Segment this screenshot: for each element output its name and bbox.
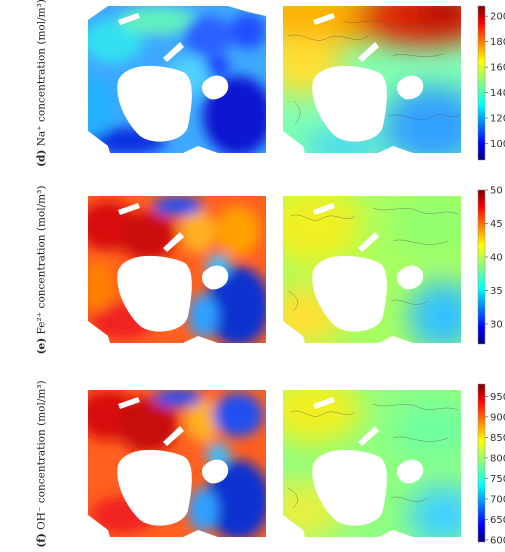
colorbar-f-ticks: 600 650 700 750 800 850 900 950 <box>485 392 505 546</box>
panel-d-right <box>283 6 461 153</box>
panel-e-right <box>283 196 461 343</box>
colorbar-tick-label: 2000 <box>490 12 505 23</box>
colorbar-tick-label: 850 <box>490 433 505 444</box>
colorbar-d: 1000 1200 1400 1600 1800 2000 <box>477 5 505 161</box>
colorbar-tick-label: 1800 <box>490 37 505 48</box>
colorbar-tick-label: 800 <box>490 453 505 464</box>
colorbar-f: 600 650 700 750 800 850 900 950 <box>477 383 505 546</box>
colorbar-tick-label: 700 <box>490 494 505 505</box>
panel-d-left <box>88 6 266 153</box>
colorbar-tick-label: 600 <box>490 535 505 546</box>
colorbar-tick-label: 1200 <box>490 114 505 125</box>
colorbar-tick-label: 30 <box>490 319 503 330</box>
colorbar-tick-label: 45 <box>490 219 503 230</box>
colorbar-tick-label: 40 <box>490 252 503 263</box>
colorbar-e: 30 35 40 45 50 <box>477 186 503 345</box>
panel-f-right <box>283 390 461 537</box>
colorbar-d-ticks: 1000 1200 1400 1600 1800 2000 <box>485 12 505 150</box>
colorbar-tick-label: 50 <box>490 186 503 197</box>
colorbar-tick-label: 1600 <box>490 63 505 74</box>
colorbar-tick-label: 1000 <box>490 139 505 150</box>
colorbar-tick-label: 1400 <box>490 88 505 99</box>
colorbar-tick-label: 35 <box>490 286 503 297</box>
colorbar-tick-label: 950 <box>490 392 505 403</box>
colorbar-tick-label: 900 <box>490 412 505 423</box>
panel-e-left <box>88 196 266 343</box>
colorbar-tick-label: 750 <box>490 474 505 485</box>
colorbar-tick-label: 650 <box>490 515 505 526</box>
panel-f-left <box>88 390 266 537</box>
colorbar-e-ticks: 30 35 40 45 50 <box>485 186 503 330</box>
